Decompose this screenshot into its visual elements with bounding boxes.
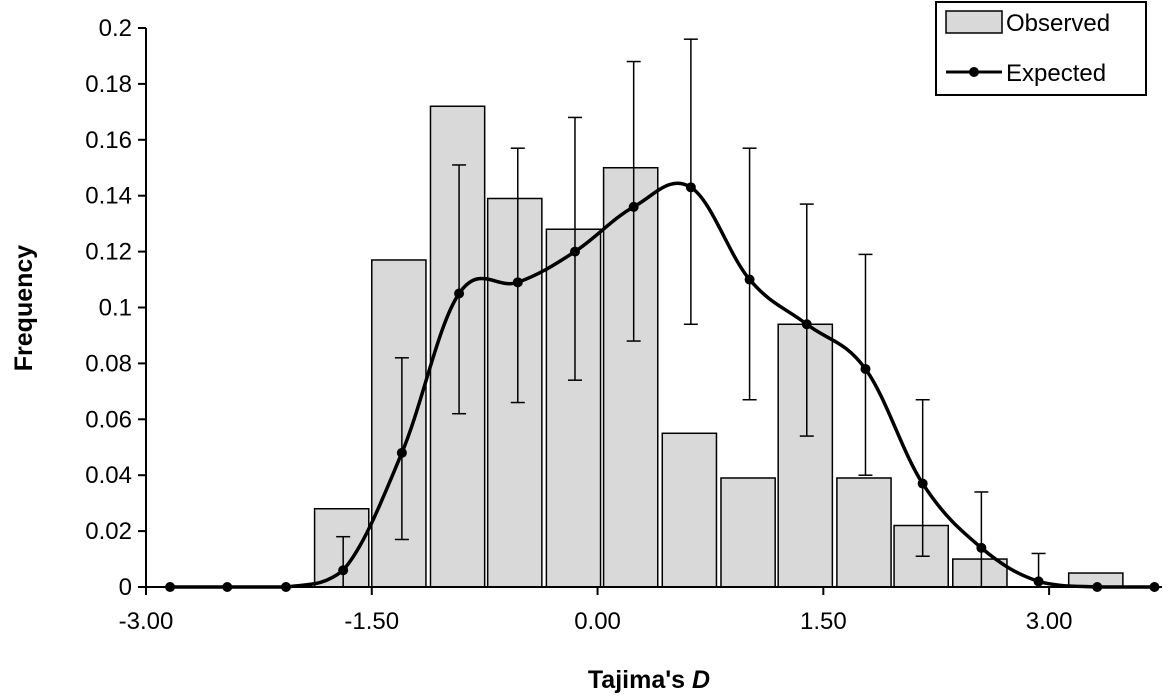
observed-bar — [602, 167, 659, 588]
expected-point — [512, 277, 523, 288]
expected-point — [860, 363, 871, 374]
expected-point — [338, 565, 349, 576]
observed-bar — [777, 323, 834, 588]
x-tick-label: 3.00 — [1026, 608, 1073, 635]
x-tick-label: -3.00 — [119, 608, 174, 635]
y-axis-title: Frequency — [10, 245, 38, 372]
expected-point — [976, 542, 987, 553]
y-tick-label: 0.1 — [99, 295, 132, 322]
observed-bar — [545, 228, 602, 588]
expected-point — [628, 201, 639, 212]
observed-bar — [429, 105, 486, 588]
expected-point — [569, 246, 580, 257]
y-tick-label: 0.06 — [85, 406, 132, 433]
expected-point — [685, 182, 696, 193]
expected-point — [1033, 576, 1044, 587]
y-tick-label: 0.16 — [85, 127, 132, 154]
observed-bar — [486, 197, 543, 588]
expected-point — [396, 447, 407, 458]
x-tick-label: 1.50 — [800, 608, 847, 635]
x-ticks: -3.00 -1.50 0.00 1.50 3.00 — [119, 587, 1073, 635]
expected-point — [744, 274, 755, 285]
observed-bar — [952, 558, 1008, 588]
observed-bar — [720, 477, 776, 588]
y-tick-label: 0.08 — [85, 350, 132, 377]
y-tick-label: 0.04 — [85, 462, 132, 489]
expected-line — [170, 181, 1155, 589]
expected-point — [454, 288, 465, 299]
y-tick-label: 0.02 — [85, 518, 132, 545]
x-axis-title-italic: D — [692, 666, 710, 694]
legend: Observed Expected — [935, 1, 1147, 96]
y-tick-label: 0.18 — [85, 71, 132, 98]
expected-line-layer — [165, 181, 1160, 592]
x-axis-title-main: Tajima's — [588, 666, 692, 694]
x-axis-title: Tajima's D — [588, 666, 710, 694]
bars-layer — [313, 105, 1124, 588]
observed-bar — [371, 259, 427, 588]
y-tick-label: 0.14 — [85, 183, 132, 210]
legend-observed-label: Observed — [1006, 10, 1110, 37]
expected-point — [801, 319, 812, 330]
observed-bar — [661, 432, 718, 588]
y-tick-label: 0 — [119, 574, 132, 601]
legend-expected-label: Expected — [1006, 60, 1106, 87]
legend-observed-swatch — [945, 10, 1003, 34]
observed-bar — [836, 477, 892, 588]
y-tick-label: 0.12 — [85, 239, 132, 266]
legend-expected-marker — [969, 67, 979, 77]
x-tick-label: 0.00 — [574, 608, 621, 635]
expected-point — [917, 478, 928, 489]
x-tick-label: -1.50 — [344, 608, 399, 635]
y-tick-label: 0.2 — [99, 15, 132, 42]
y-ticks: 0 0.02 0.04 0.06 0.08 0.1 0.12 0.14 0.16 0.18 0.2 — [85, 15, 146, 601]
